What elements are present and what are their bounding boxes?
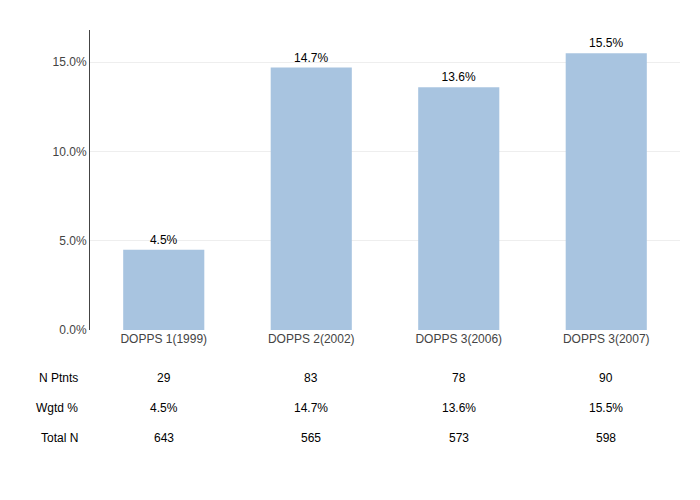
svg-text:4.5%: 4.5%: [150, 401, 178, 415]
svg-text:90: 90: [599, 371, 613, 385]
svg-text:DOPPS 3(2007): DOPPS 3(2007): [563, 332, 650, 346]
svg-text:Total N: Total N: [41, 431, 78, 445]
svg-text:DOPPS 2(2002): DOPPS 2(2002): [268, 332, 355, 346]
svg-text:15.5%: 15.5%: [589, 401, 623, 415]
svg-text:13.6%: 13.6%: [442, 401, 476, 415]
svg-text:4.5%: 4.5%: [150, 233, 178, 247]
svg-text:5.0%: 5.0%: [59, 234, 87, 248]
svg-text:DOPPS 3(2006): DOPPS 3(2006): [415, 332, 502, 346]
svg-text:15.0%: 15.0%: [53, 55, 87, 69]
svg-text:83: 83: [304, 371, 318, 385]
svg-text:565: 565: [301, 431, 321, 445]
svg-text:N Ptnts: N Ptnts: [39, 371, 78, 385]
svg-text:0.0%: 0.0%: [59, 323, 87, 337]
svg-text:643: 643: [154, 431, 174, 445]
svg-text:DOPPS 1(1999): DOPPS 1(1999): [120, 332, 207, 346]
svg-text:10.0%: 10.0%: [53, 145, 87, 159]
svg-text:78: 78: [452, 371, 466, 385]
svg-text:13.6%: 13.6%: [442, 70, 476, 84]
svg-text:573: 573: [449, 431, 469, 445]
svg-text:15.5%: 15.5%: [589, 36, 623, 50]
svg-text:29: 29: [157, 371, 171, 385]
svg-text:14.7%: 14.7%: [294, 401, 328, 415]
svg-text:598: 598: [596, 431, 616, 445]
svg-text:14.7%: 14.7%: [294, 51, 328, 65]
svg-text:Wgtd %: Wgtd %: [36, 401, 78, 415]
